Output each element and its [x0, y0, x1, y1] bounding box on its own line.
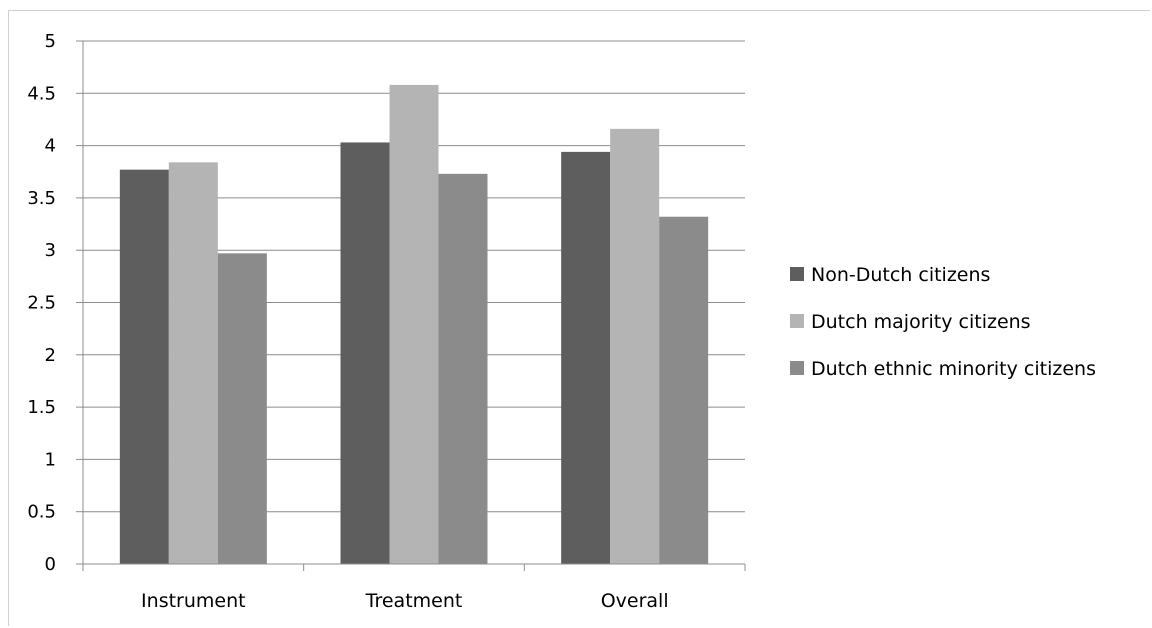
y-tick-label: 5	[45, 31, 56, 52]
bar	[610, 128, 660, 564]
legend-swatch	[790, 267, 804, 281]
y-tick-label: 1	[45, 449, 56, 470]
y-tick-label: 0.5	[27, 502, 56, 523]
category-label: Overall	[601, 590, 669, 612]
bars	[119, 84, 709, 565]
axes	[76, 40, 746, 571]
legend-label: Dutch majority citizens	[811, 311, 1031, 333]
bar	[659, 216, 709, 564]
bar	[168, 162, 218, 564]
y-tick-labels: 0 0.5 1 1.5 2 2.5 3 3.5 4 4.5 5	[27, 31, 56, 575]
y-tick-label: 2.5	[27, 293, 56, 314]
bar	[438, 173, 488, 565]
y-tick-label: 3	[45, 240, 56, 261]
chart-frame	[8, 10, 1150, 626]
bar	[389, 84, 439, 564]
legend-label: Non-Dutch citizens	[811, 264, 990, 286]
category-label: Instrument	[141, 590, 246, 612]
legend-swatch	[790, 314, 804, 328]
bar	[340, 142, 390, 564]
y-tick-label: 4	[45, 136, 56, 157]
y-tick-label: 3.5	[27, 188, 56, 209]
category-label: Treatment	[365, 590, 463, 612]
y-tick-label: 0	[45, 554, 56, 575]
category-labels: Instrument Treatment Overall	[141, 590, 669, 612]
bar	[217, 253, 267, 564]
legend: Non-Dutch citizens Dutch majority citizen…	[790, 264, 1096, 380]
y-tick-label: 2	[45, 345, 56, 366]
bar	[119, 169, 169, 564]
legend-label: Dutch ethnic minority citizens	[811, 358, 1096, 380]
bar	[561, 151, 611, 564]
y-tick-label: 1.5	[27, 397, 56, 418]
y-tick-label: 4.5	[27, 83, 56, 104]
legend-swatch	[790, 361, 804, 375]
